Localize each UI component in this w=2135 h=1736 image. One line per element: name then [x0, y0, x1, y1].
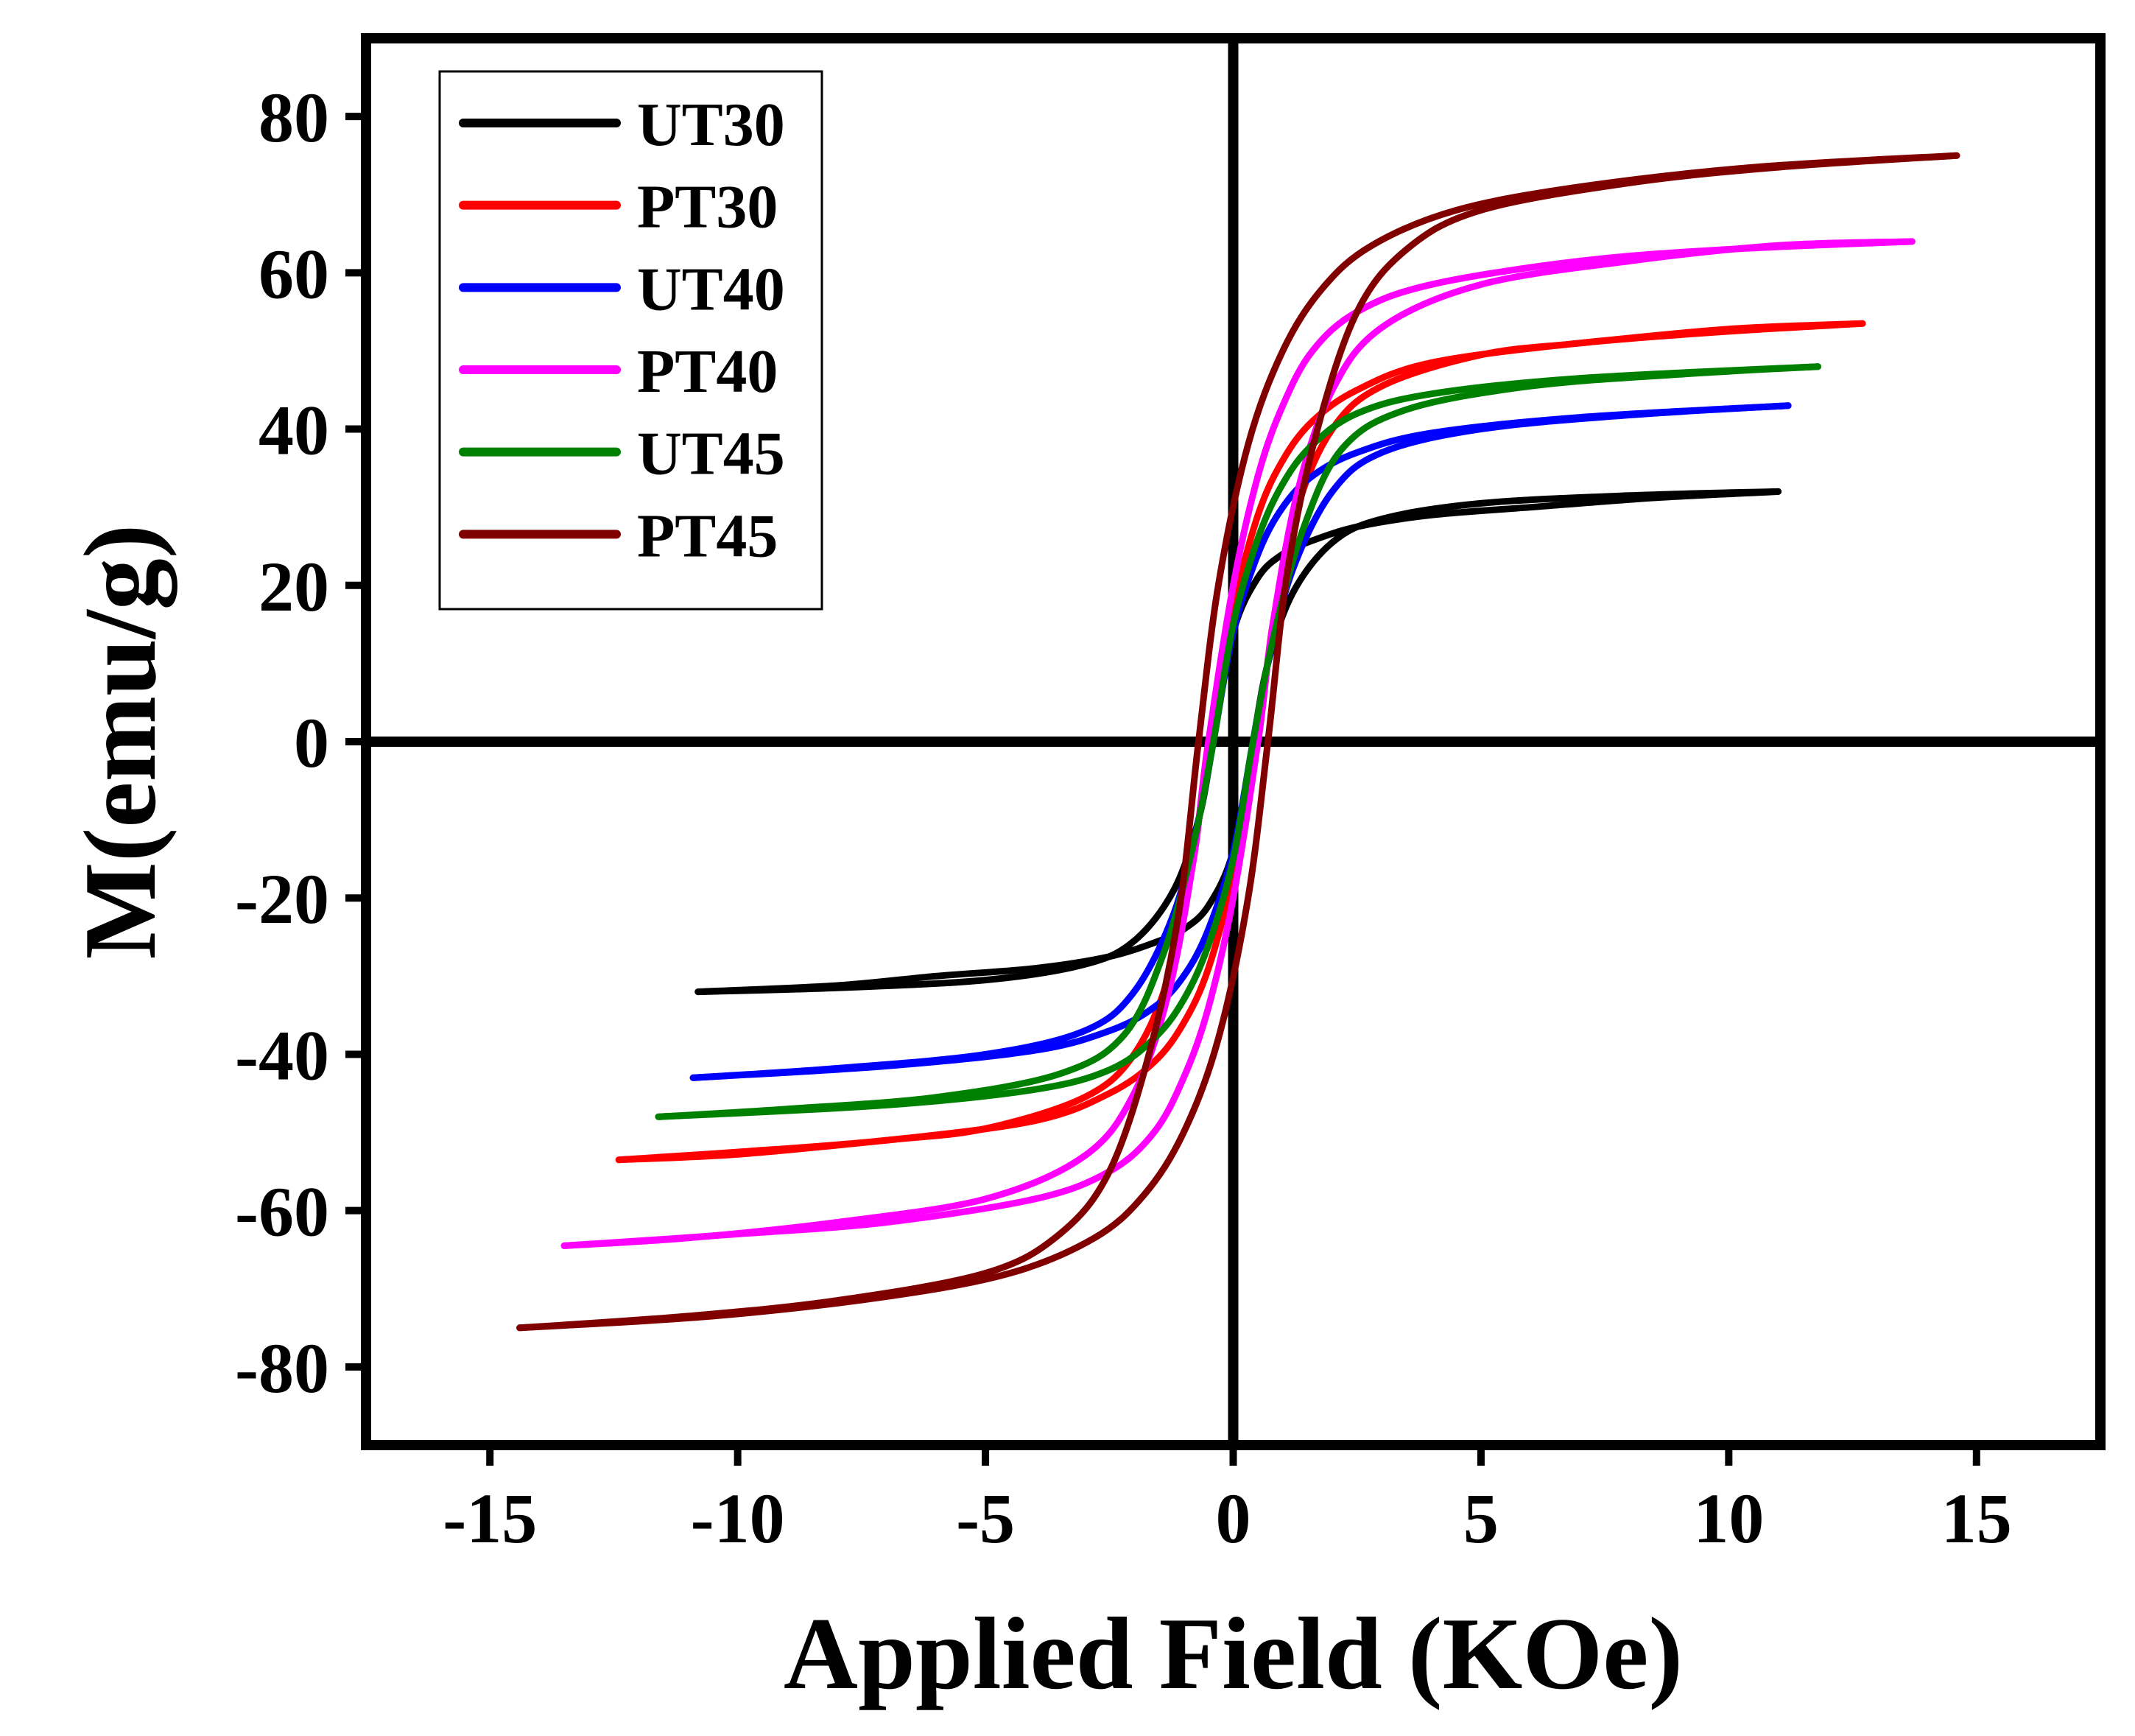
series-pt40-upper-branch	[560, 238, 1916, 1249]
series-ut45	[655, 363, 1821, 1120]
series-pt40	[560, 238, 1916, 1249]
legend-label-pt30: PT30	[637, 173, 778, 242]
x-tick-label: 10	[1693, 1479, 1764, 1558]
x-tick-label: -10	[691, 1479, 785, 1558]
x-axis-ticks: -15 -10 -5 0 5 10 15	[443, 1445, 2012, 1558]
legend-label-ut40: UT40	[637, 255, 785, 323]
x-tick-label: -5	[956, 1479, 1015, 1558]
x-axis-title: Applied Field (KOe)	[784, 1597, 1683, 1711]
y-tick-label: -80	[235, 1329, 329, 1408]
y-tick-label: 0	[294, 703, 329, 782]
legend: UT30 PT30 UT40 PT40 UT45 PT45	[438, 70, 823, 611]
legend-label-pt40: PT40	[637, 337, 778, 406]
series-pt45	[516, 152, 1960, 1332]
x-tick-label: -15	[443, 1479, 537, 1558]
y-axis-ticks: 80 60 40 20 0 -20 -40 -60 -80	[235, 78, 366, 1408]
legend-item-ut40: UT40	[459, 255, 785, 323]
y-tick-label: -60	[235, 1173, 329, 1251]
zero-lines	[366, 38, 2100, 1445]
y-tick-label: 40	[258, 391, 329, 470]
y-tick-label: 60	[258, 234, 329, 313]
legend-label-ut30: UT30	[637, 91, 785, 159]
legend-item-pt45: PT45	[459, 502, 778, 570]
series-ut45-lower-branch	[655, 363, 1821, 1120]
y-axis-title: M(emu/g)	[63, 524, 177, 960]
series-pt45-upper-branch	[516, 152, 1960, 1332]
series-pt40-lower-branch	[560, 238, 1916, 1249]
legend-label-ut45: UT45	[637, 420, 785, 488]
series-layer	[516, 152, 1960, 1332]
y-tick-label: 20	[258, 547, 329, 626]
x-tick-label: 15	[1941, 1479, 2012, 1558]
series-pt45-lower-branch	[516, 152, 1960, 1332]
y-tick-label: -20	[235, 860, 329, 938]
legend-label-pt45: PT45	[637, 502, 778, 570]
legend-item-ut30: UT30	[459, 91, 785, 159]
legend-item-pt30: PT30	[459, 173, 778, 242]
legend-item-ut45: UT45	[459, 420, 785, 488]
y-tick-label: -40	[235, 1016, 329, 1094]
legend-box	[438, 70, 823, 611]
legend-item-pt40: PT40	[459, 337, 778, 406]
series-ut45-upper-branch	[655, 363, 1821, 1120]
x-tick-label: 0	[1216, 1479, 1251, 1558]
y-tick-label: 80	[258, 78, 329, 157]
x-tick-label: 5	[1463, 1479, 1499, 1558]
